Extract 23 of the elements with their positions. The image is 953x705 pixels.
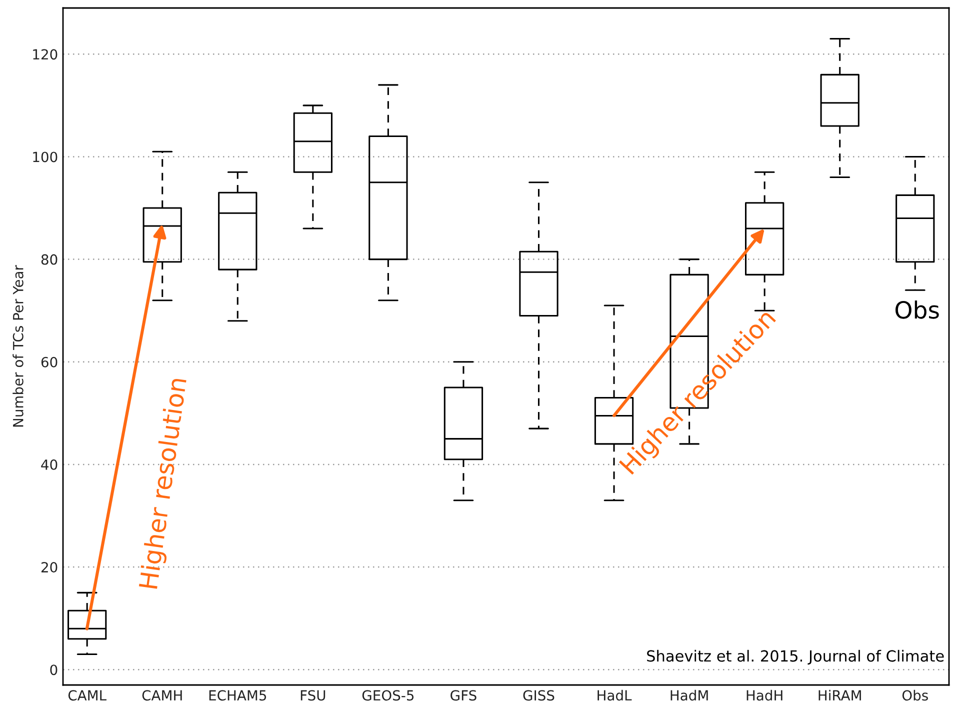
x-tick-label: HadH: [746, 690, 782, 701]
x-tick-label: GFS: [450, 690, 476, 701]
annotation: Obs: [895, 300, 939, 319]
x-tick-label: HiRAM: [818, 690, 861, 700]
y-tick-label: 0: [50, 664, 58, 676]
annotation: Higher resolution: [138, 378, 192, 590]
y-axis-title: Number of TCs Per Year: [12, 265, 24, 427]
x-tick-label: ECHAM5: [209, 690, 266, 701]
x-tick-label: HadL: [598, 690, 632, 701]
y-tick-label: 40: [41, 459, 58, 470]
y-tick-label: 60: [41, 356, 58, 368]
x-tick-label: CAMH: [142, 690, 182, 701]
x-tick-label: GISS: [523, 690, 554, 701]
y-tick-label: 120: [33, 49, 58, 60]
annotation: Shaevitz et al. 2015. Journal of Climate: [647, 650, 944, 665]
x-tick-label: Obs: [902, 690, 928, 701]
y-tick-label: 100: [33, 152, 58, 162]
x-tick-label: CAML: [68, 690, 106, 701]
y-tick-label: 80: [41, 254, 58, 265]
x-tick-label: GEOS-5: [362, 690, 414, 701]
y-tick-label: 20: [41, 562, 58, 573]
x-tick-label: HadM: [670, 690, 708, 701]
x-tick-label: FSU: [300, 690, 326, 701]
